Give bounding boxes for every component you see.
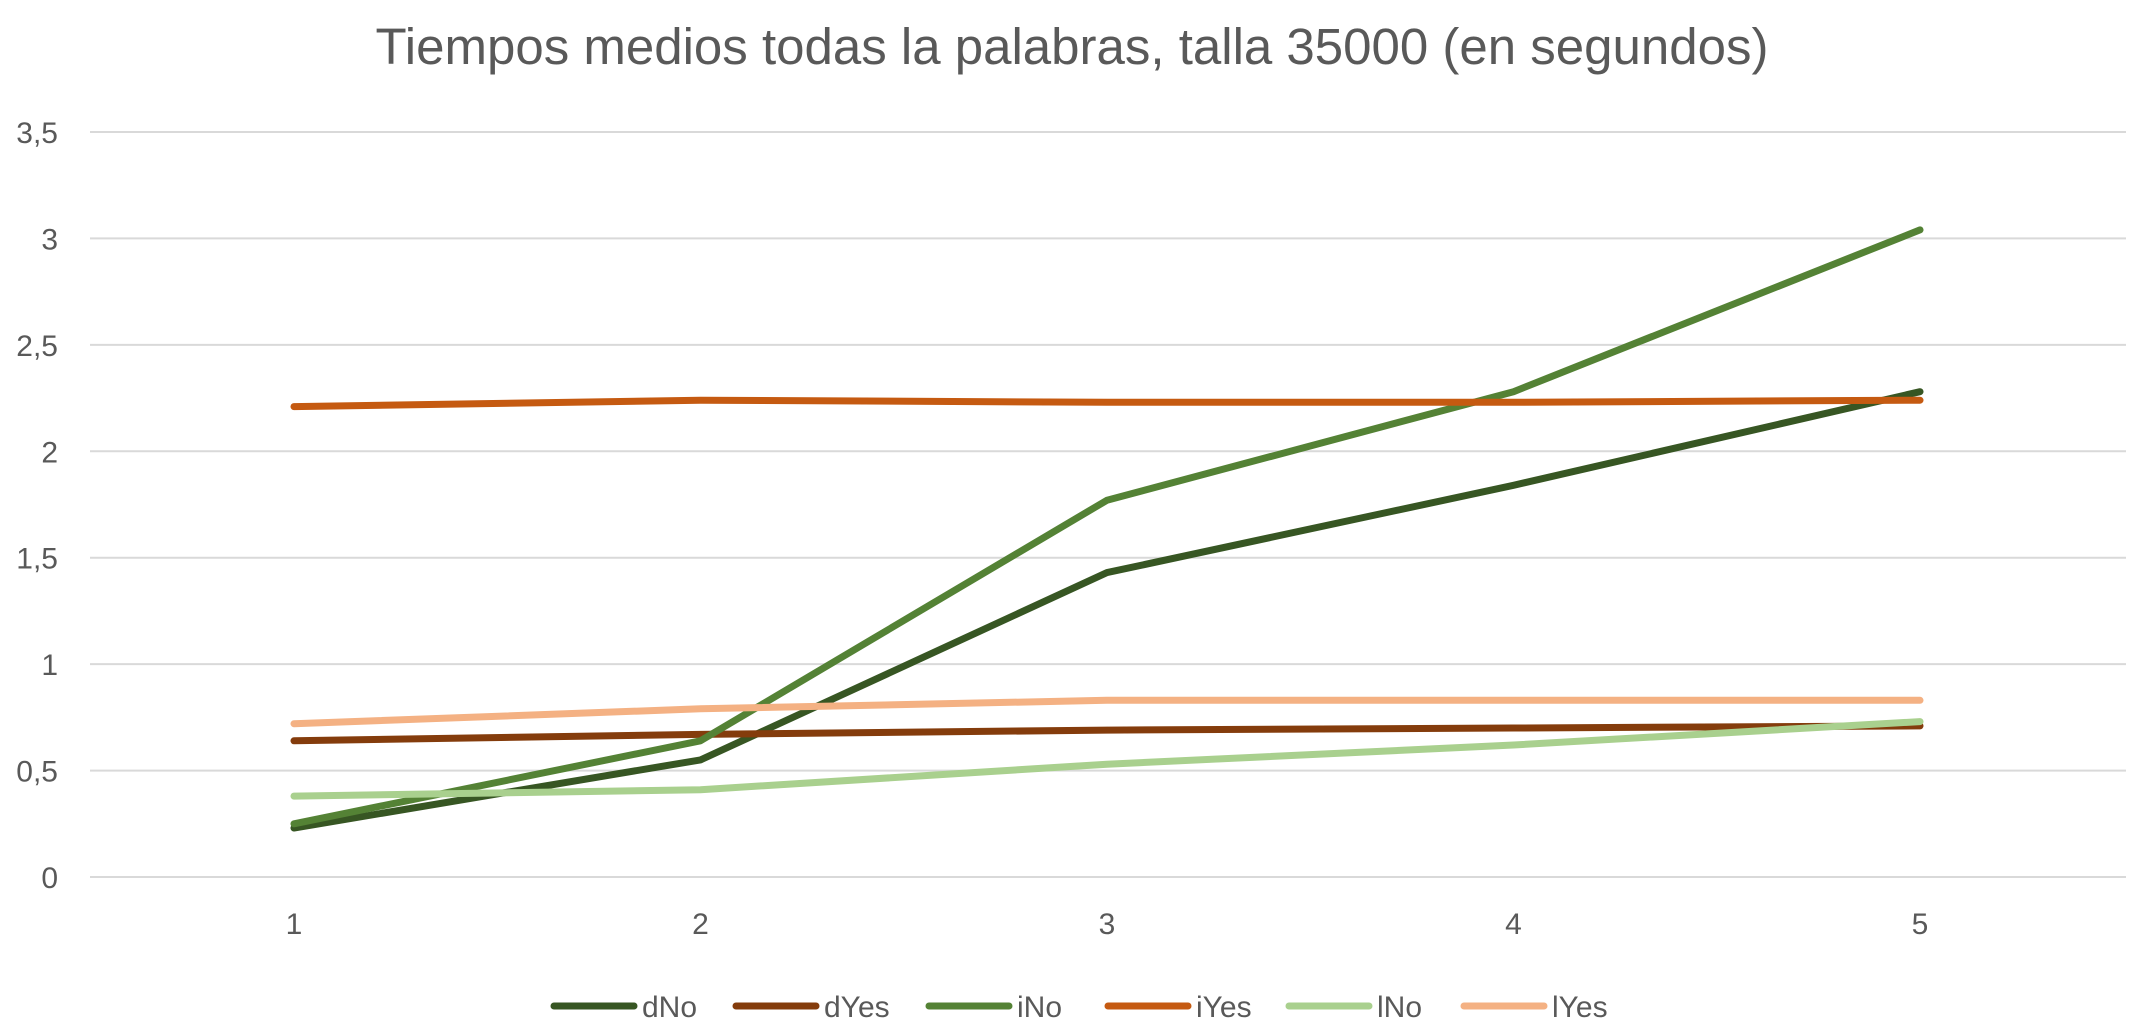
data-point-iNo [1916, 226, 1924, 234]
legend-item-lNo[interactable]: lNo [1285, 991, 1422, 1024]
data-point-iNo [1103, 497, 1111, 504]
legend[interactable]: dNo dYes iNo iYes lNo lYes [550, 991, 1608, 1024]
gridlines [90, 131, 2126, 878]
chart-title: Tiempos medios todas la palabras, talla … [376, 18, 1769, 75]
y-tick-label: 2 [41, 436, 58, 469]
legend-label: lNo [1377, 991, 1422, 1024]
y-tick-label: 1 [41, 649, 58, 682]
data-point-iYes [1510, 399, 1517, 406]
data-point-iNo [697, 737, 704, 744]
legend-label: iYes [1196, 991, 1252, 1024]
data-point-iYes [1916, 397, 1924, 404]
data-point-lNo [1916, 718, 1924, 725]
data-point-lNo [697, 786, 704, 793]
data-point-lYes [1103, 697, 1111, 704]
x-tick-label: 4 [1505, 908, 1522, 941]
x-tick-label: 3 [1099, 908, 1116, 941]
data-point-lYes [290, 720, 298, 727]
data-point-iNo [1510, 388, 1517, 395]
legend-label: lYes [1552, 991, 1608, 1024]
legend-item-dYes[interactable]: dYes [732, 991, 890, 1024]
y-tick-label: 3 [41, 223, 58, 256]
y-tick-label: 0 [41, 862, 58, 895]
y-tick-label: 3,5 [16, 117, 58, 150]
legend-item-dNo[interactable]: dNo [550, 991, 697, 1024]
x-axis-tick-labels: 1 2 3 4 5 [286, 908, 1929, 941]
data-point-iYes [1103, 399, 1111, 406]
data-point-lNo [1103, 760, 1111, 768]
data-point-lYes [697, 705, 704, 713]
legend-item-iYes[interactable]: iYes [1104, 991, 1252, 1024]
data-point-iNo [290, 820, 298, 827]
y-tick-label: 2,5 [16, 330, 58, 363]
legend-item-iNo[interactable]: iNo [925, 991, 1062, 1024]
x-tick-label: 1 [286, 908, 303, 941]
y-tick-label: 0,5 [16, 756, 58, 789]
data-point-lYes [1916, 697, 1924, 704]
x-tick-label: 5 [1912, 908, 1929, 941]
legend-label: dNo [642, 991, 697, 1024]
data-point-dYes [1510, 724, 1517, 732]
data-point-lNo [290, 792, 298, 800]
y-tick-label: 1,5 [16, 543, 58, 576]
series-line-lYes [290, 696, 1924, 728]
series-lines [290, 226, 1924, 832]
data-point-iYes [290, 403, 298, 410]
data-point-lNo [1510, 741, 1517, 749]
data-point-dYes [1103, 726, 1111, 734]
data-point-iYes [697, 397, 704, 404]
x-tick-label: 2 [692, 908, 709, 941]
data-point-dNo [1510, 482, 1517, 489]
legend-item-lYes[interactable]: lYes [1460, 991, 1608, 1024]
y-axis-tick-labels: 0 0,5 1 1,5 2 2,5 3 3,5 [16, 117, 58, 895]
data-point-lYes [1510, 697, 1517, 704]
data-point-dNo [697, 756, 704, 764]
data-point-dNo [1103, 569, 1111, 576]
data-point-dYes [290, 737, 298, 744]
data-point-dNo [1916, 388, 1924, 395]
legend-label: iNo [1017, 991, 1062, 1024]
legend-label: dYes [824, 991, 890, 1024]
